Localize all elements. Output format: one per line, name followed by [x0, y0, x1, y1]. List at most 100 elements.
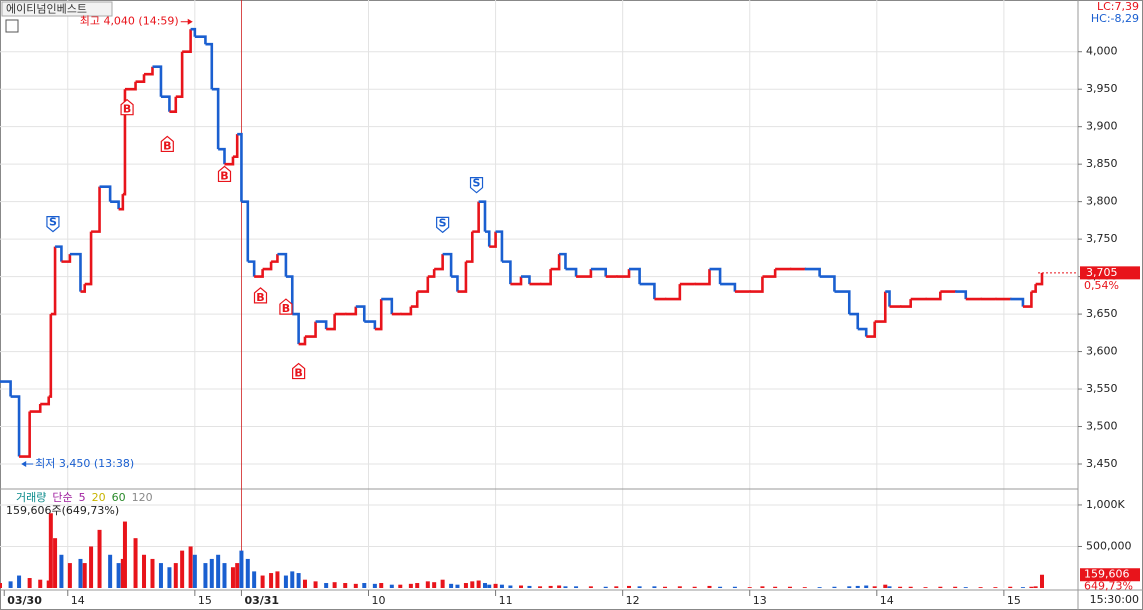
table-icon[interactable] [5, 19, 19, 33]
stock-name[interactable]: 에이티넘인베스트 [6, 3, 87, 16]
y-tick-label: 3,800 [1086, 195, 1118, 208]
stock-name-box[interactable] [1, 1, 113, 17]
price-step [410, 291, 419, 308]
price-step [501, 260, 512, 285]
volume-bar [855, 585, 860, 588]
volume-bar [0, 583, 2, 588]
volume-bar [48, 513, 53, 588]
volume-bar [97, 529, 102, 588]
price-step [135, 74, 146, 84]
volume-bar [588, 586, 593, 588]
x-tick-label: 14 [880, 594, 894, 607]
volume-legend-item: 거래량 [16, 491, 46, 504]
x-tick-label: 03/31 [244, 594, 279, 607]
price-step [900, 299, 912, 308]
price-step [277, 252, 288, 277]
volume-bar [46, 580, 51, 588]
y-tick-label: 1,000K [1086, 498, 1125, 511]
price-step [472, 201, 480, 233]
price-step [1022, 291, 1033, 308]
x-tick-label: 13 [753, 594, 767, 607]
volume-bar [787, 586, 792, 588]
price-step [80, 284, 87, 293]
price-step [262, 261, 273, 271]
price-step [19, 411, 31, 458]
volume-bar [203, 563, 208, 588]
volume-bar [887, 586, 892, 588]
volume-bar [864, 585, 869, 588]
price-step [190, 27, 197, 37]
volume-bar [432, 582, 437, 588]
price-step [520, 275, 531, 285]
price-step [345, 306, 358, 316]
volume-bar [614, 586, 619, 588]
signal-marker [292, 362, 306, 380]
price-step [29, 404, 42, 413]
price-step [762, 269, 777, 278]
price-step [940, 290, 957, 293]
volume-bar [27, 578, 32, 588]
y-tick-label: 3,900 [1086, 120, 1118, 133]
sell-signal: S [436, 216, 450, 234]
price-step [576, 269, 593, 278]
price-step [91, 186, 101, 233]
volume-bar [122, 521, 127, 588]
price-step [285, 275, 294, 315]
volume-bar [150, 558, 155, 588]
price-step [510, 276, 523, 286]
volume-bar [847, 586, 852, 588]
volume-bar [508, 585, 513, 588]
price-step [874, 291, 887, 323]
sell-signal: S [46, 216, 60, 233]
volume-legend-item: 20 [92, 491, 106, 504]
volume-bar [398, 584, 403, 588]
volume-bar [362, 583, 367, 588]
price-step [271, 254, 279, 263]
current-price-box [1080, 266, 1140, 280]
volume-bar [324, 583, 329, 588]
volume-bar [379, 583, 384, 588]
price-step [639, 282, 656, 300]
volume-bar [440, 579, 445, 588]
price-step [160, 95, 171, 112]
sell-signal: S [469, 177, 484, 194]
price-step [775, 267, 792, 271]
price-step [734, 290, 752, 293]
volume-bar [245, 558, 250, 588]
volume-bar [116, 563, 121, 588]
y-tick-label: 3,600 [1086, 345, 1118, 358]
volume-bar [1029, 586, 1034, 588]
current-change: 0,54% [1084, 279, 1119, 292]
price-step [0, 380, 12, 397]
volume-bar [499, 584, 504, 588]
price-step [400, 306, 413, 316]
price-step [910, 297, 927, 301]
signal-marker [436, 216, 450, 234]
price-step [965, 297, 982, 301]
volume-bar [476, 580, 481, 588]
volume-bar [235, 563, 240, 588]
volume-bar [574, 586, 579, 588]
price-step [590, 267, 608, 277]
price-step [629, 267, 641, 285]
x-tick-label: 12 [626, 594, 640, 607]
volume-bar [389, 584, 394, 588]
price-step [144, 66, 154, 76]
signal-label: B [123, 103, 131, 116]
price-step [55, 245, 63, 262]
volume-bar [173, 563, 178, 588]
volume-bar [269, 573, 274, 588]
price-step [1035, 272, 1044, 286]
volume-bar [548, 585, 553, 588]
volume-bar [230, 567, 235, 588]
price-step [218, 147, 226, 165]
signal-label: S [473, 177, 481, 190]
price-step [834, 290, 851, 315]
price-step [451, 275, 459, 292]
price-step [849, 312, 860, 330]
price-step [478, 200, 487, 232]
signal-label: B [294, 367, 302, 380]
signal-label: B [282, 302, 290, 315]
volume-legend-item: 단순 [52, 491, 72, 504]
grid [0, 0, 1078, 588]
